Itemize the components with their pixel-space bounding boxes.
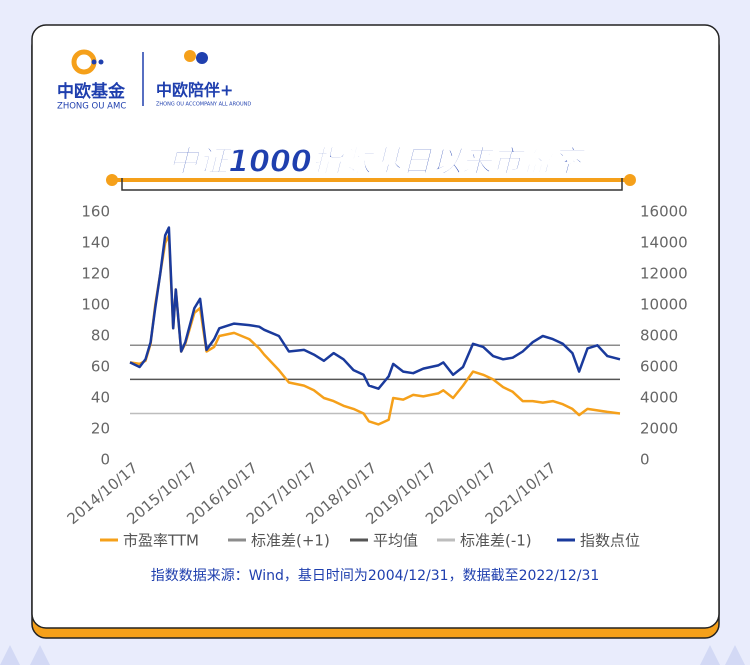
y2-tick-label: 8000 <box>640 327 678 345</box>
y-tick-label: 20 <box>91 420 110 438</box>
chart-title: 中证1000指数基日以来市盈率 <box>168 145 586 180</box>
title-dot <box>106 174 118 186</box>
y-tick-label: 0 <box>100 451 110 469</box>
legend-label: 平均值 <box>373 532 418 550</box>
y-tick-label: 140 <box>81 234 110 252</box>
legend-label: 标准差(+1) <box>251 532 330 550</box>
partner-icon <box>196 52 208 64</box>
y2-tick-label: 2000 <box>640 420 678 438</box>
title-dot <box>624 174 636 186</box>
legend-label: 市盈率TTM <box>123 532 199 550</box>
y2-tick-label: 10000 <box>640 296 688 314</box>
y2-tick-label: 4000 <box>640 389 678 407</box>
y2-tick-label: 16000 <box>640 203 688 221</box>
partner-sub: ZHONG OU ACCOMPANY ALL AROUND <box>156 102 251 108</box>
y2-tick-label: 0 <box>640 451 650 469</box>
y-tick-label: 100 <box>81 296 110 314</box>
y2-tick-label: 12000 <box>640 265 688 283</box>
logo-dot <box>98 59 104 65</box>
legend-label: 指数点位 <box>580 532 640 550</box>
card <box>31 24 720 629</box>
series-line <box>129 226 621 390</box>
y-tick-label: 40 <box>91 389 110 407</box>
partner: 中欧陪伴+ <box>156 81 233 100</box>
y-tick-label: 160 <box>81 203 110 221</box>
note: 指数数据来源：Wind，基日时间为2004/12/31，数据截至2022/12/… <box>151 567 600 584</box>
y2-tick-label: 14000 <box>640 234 688 252</box>
y-tick-label: 120 <box>81 265 110 283</box>
legend-label: 标准差(-1) <box>460 532 532 550</box>
partner-icon <box>184 50 196 62</box>
brand: 中欧基金 <box>57 81 126 102</box>
y-tick-label: 80 <box>91 327 110 345</box>
y2-tick-label: 6000 <box>640 358 678 376</box>
logo-dot <box>91 59 97 65</box>
y-tick-label: 60 <box>91 358 110 376</box>
background-pattern <box>0 645 745 665</box>
brand-sub: ZHONG OU AMC <box>57 102 126 112</box>
title-bracket <box>121 178 623 191</box>
